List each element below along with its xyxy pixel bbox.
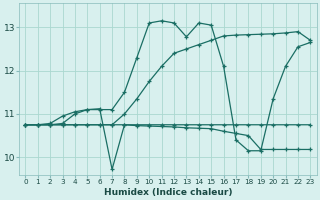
- X-axis label: Humidex (Indice chaleur): Humidex (Indice chaleur): [104, 188, 232, 197]
